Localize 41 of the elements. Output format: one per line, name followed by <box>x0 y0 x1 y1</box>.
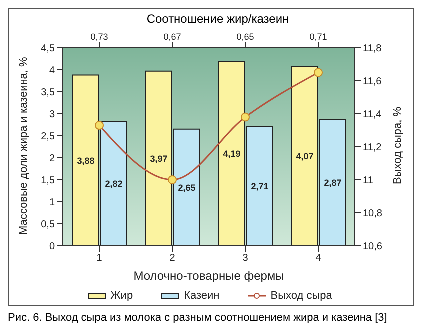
x-tick-label: 4 <box>316 253 322 264</box>
y-tick-label: 2,5 <box>41 132 56 143</box>
y2-tick-label: 11,2 <box>363 142 382 154</box>
data-label: 2,87 <box>324 178 342 188</box>
y2-tick-label: 11 <box>363 176 374 187</box>
y2-tick-label: 11,4 <box>363 110 382 121</box>
x2-axis-title: Соотношение жир/казеин <box>146 12 290 26</box>
y-tick-label: 3 <box>49 110 56 121</box>
x-tick-label: 3 <box>242 253 249 264</box>
y-tick-label: 0,5 <box>41 220 56 231</box>
y2-tick-label: 11,8 <box>363 44 382 55</box>
y-tick-label: 3,5 <box>41 88 56 99</box>
text: 0,65 <box>236 32 254 42</box>
data-label: 3,97 <box>150 154 168 164</box>
data-label: 2,71 <box>251 182 269 192</box>
text: 0,73 <box>90 32 108 42</box>
y2-tick-label: 10,8 <box>363 208 383 220</box>
y-tick-label: 4 <box>49 66 56 77</box>
y-tick-label: 2 <box>49 154 56 165</box>
legend-label: Казеин <box>184 290 220 302</box>
legend-label: Жир <box>110 290 134 302</box>
legend-label: Выход сыра <box>270 290 332 302</box>
y-tick-label: 1 <box>49 198 56 209</box>
data-label: 2,65 <box>178 182 196 193</box>
y2-axis-title: Выход сыра, % <box>392 106 404 185</box>
data-label: 4,07 <box>296 152 314 162</box>
y-tick-label: 4,5 <box>41 44 56 55</box>
text: 0,67 <box>164 32 182 42</box>
x-tick-label: 2 <box>170 253 176 264</box>
y2-tick-label: 10,6 <box>363 242 383 253</box>
data-label: 2,82 <box>105 179 123 190</box>
y-tick-label: 1,5 <box>41 176 56 187</box>
x-axis-title: Молочно-товарные фермы <box>134 269 284 283</box>
y-tick-label: 0 <box>49 242 56 253</box>
y2-tick-label: 11,6 <box>363 76 382 88</box>
x-tick-label: 1 <box>96 253 103 264</box>
data-label: 4,19 <box>223 149 241 160</box>
text: 0,71 <box>310 32 328 42</box>
text: Рис. 6. Выход сыра из молока с разным соотношением жира и казеина [3] <box>8 312 388 324</box>
y-axis-title: Массовые доли жира и казеина, % <box>18 56 30 235</box>
data-label: 3,88 <box>77 156 95 166</box>
